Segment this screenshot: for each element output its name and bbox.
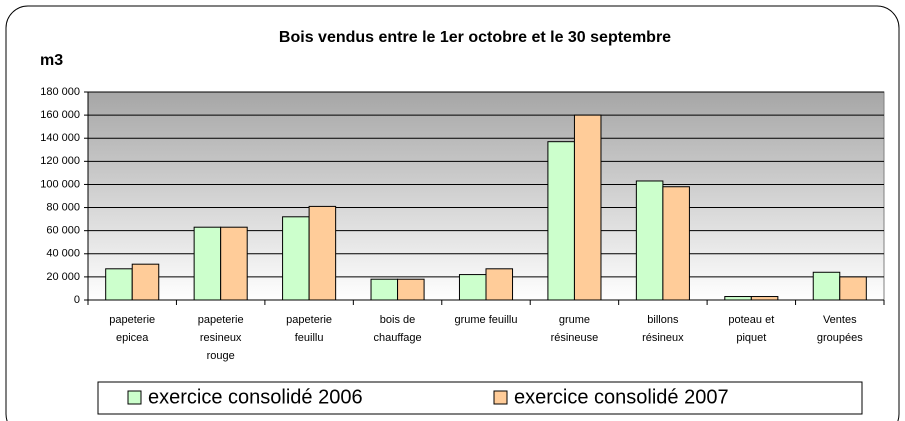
- bar: [105, 268, 133, 301]
- y-tick-label: 140 000: [40, 132, 80, 144]
- x-tick-label: bois de chauffage: [373, 314, 422, 344]
- bar: [485, 268, 514, 301]
- bar: [282, 216, 310, 301]
- bar: [193, 226, 222, 301]
- y-tick-label: 0: [74, 294, 80, 306]
- legend-label: exercice consolidé 2006: [148, 386, 363, 408]
- y-tick-label: 80 000: [46, 201, 80, 213]
- legend-label: exercice consolidé 2007: [514, 386, 729, 408]
- bar: [750, 296, 779, 301]
- y-axis-label: m3: [40, 52, 63, 69]
- bar: [397, 278, 425, 301]
- bar: [839, 276, 867, 301]
- bar: [573, 114, 602, 301]
- y-tick-label: 20 000: [46, 271, 80, 283]
- x-tick-label: grume résineuse: [550, 314, 599, 344]
- x-tick-label: papeterie epicea: [109, 314, 156, 344]
- bar: [220, 226, 248, 301]
- x-tick-label: billons résineux: [642, 314, 684, 344]
- bar: [547, 141, 575, 301]
- y-tick-label: 100 000: [40, 178, 80, 190]
- bar: [812, 271, 841, 301]
- bar: [131, 263, 160, 301]
- bar: [308, 205, 337, 301]
- bar: [724, 296, 752, 301]
- y-tick-label: 120 000: [40, 155, 80, 167]
- x-tick-label: Ventes groupées: [816, 314, 863, 344]
- x-tick-label: grume feuillu: [454, 314, 518, 326]
- y-tick-label: 180 000: [40, 86, 80, 98]
- x-tick-label: poteau et piquet: [728, 314, 775, 344]
- legend-swatch: [493, 390, 508, 405]
- x-tick-label: papeterie feuillu: [286, 314, 333, 344]
- legend-box: [97, 381, 863, 415]
- bar: [635, 180, 664, 301]
- chart-title: Bois vendus entre le 1er octobre et le 3…: [279, 29, 671, 46]
- bar: [662, 186, 690, 301]
- y-tick-label: 40 000: [46, 248, 80, 260]
- y-tick-label: 60 000: [46, 225, 80, 237]
- bar: [370, 278, 399, 301]
- x-tick-label: papeterie resineux rouge: [197, 314, 244, 362]
- legend-swatch: [127, 390, 142, 405]
- y-tick-label: 160 000: [40, 109, 80, 121]
- bar: [458, 274, 487, 301]
